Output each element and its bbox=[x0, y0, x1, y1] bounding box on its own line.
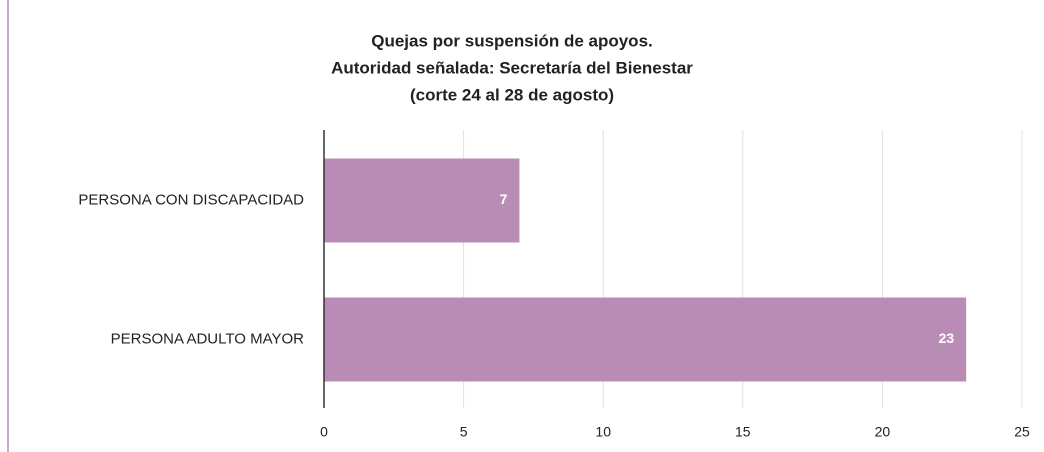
y-tick-label: PERSONA ADULTO MAYOR bbox=[111, 330, 305, 347]
bar bbox=[324, 297, 967, 382]
bar bbox=[324, 158, 520, 243]
x-tick-label: 5 bbox=[460, 424, 468, 440]
x-tick-label: 20 bbox=[875, 424, 891, 440]
chart-title: Quejas por suspensión de apoyos. bbox=[371, 31, 653, 50]
x-tick-label: 15 bbox=[735, 424, 751, 440]
chart-title: Autoridad señalada: Secretaría del Biene… bbox=[331, 58, 693, 77]
x-tick-label: 10 bbox=[595, 424, 611, 440]
chart-title: (corte 24 al 28 de agosto) bbox=[410, 85, 614, 104]
x-tick-label: 0 bbox=[320, 424, 328, 440]
y-tick-label: PERSONA CON DISCAPACIDAD bbox=[78, 191, 304, 208]
x-tick-label: 25 bbox=[1014, 424, 1030, 440]
data-label: 7 bbox=[500, 191, 508, 207]
data-label: 23 bbox=[939, 330, 955, 346]
